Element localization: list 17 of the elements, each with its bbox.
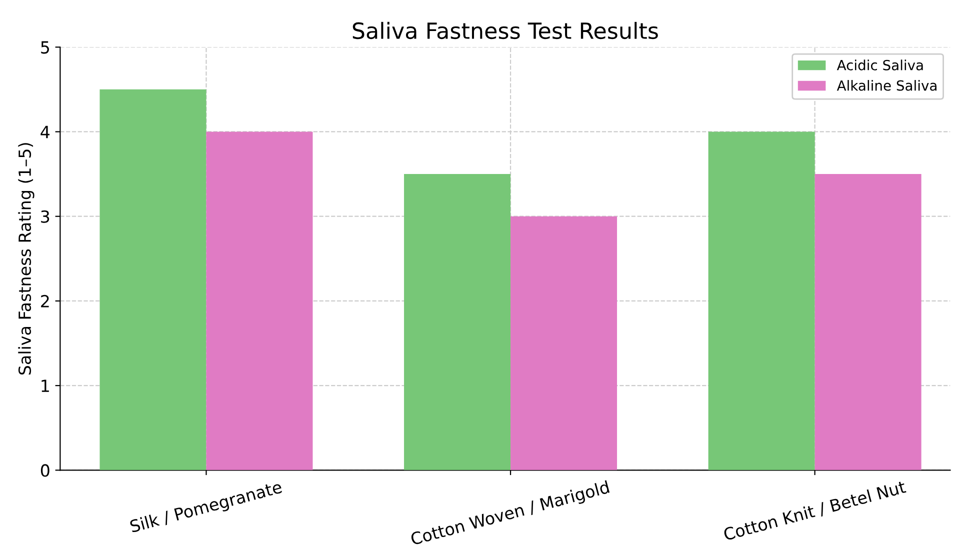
- y-axis-title: Saliva Fastness Rating (1–5): [18, 143, 34, 375]
- x-tick-label: Cotton Knit / Betel Nut: [722, 480, 907, 542]
- bar: [100, 89, 206, 470]
- y-tick-label: 1: [42, 380, 49, 392]
- bar: [404, 174, 511, 470]
- y-tick-label: 3: [41, 210, 50, 223]
- bar: [708, 132, 815, 470]
- y-tick-label: 4: [40, 126, 50, 138]
- chart-title: Saliva Fastness Test Results: [352, 22, 658, 40]
- y-tick-label: 0: [40, 464, 50, 477]
- bar: [510, 216, 618, 470]
- legend-label: Acidic Saliva: [836, 60, 923, 70]
- bar: [206, 132, 313, 470]
- y-tick-label: 2: [41, 294, 49, 308]
- legend-label: Alkaline Saliva: [836, 80, 936, 91]
- bar: [814, 174, 922, 470]
- y-tick-label: 5: [41, 41, 49, 54]
